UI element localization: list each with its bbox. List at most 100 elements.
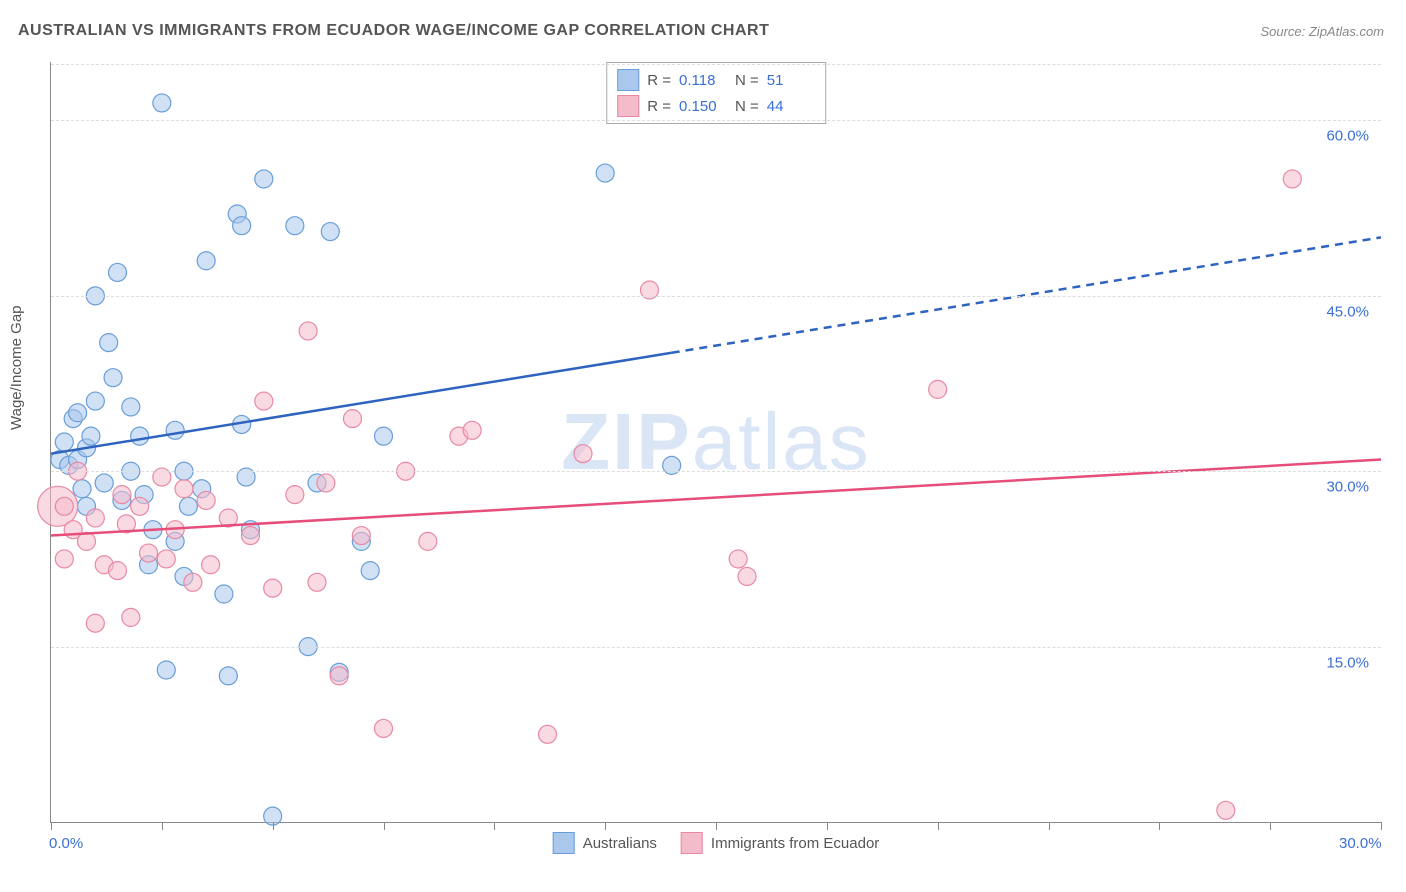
scatter-point	[157, 661, 175, 679]
scatter-point	[55, 433, 73, 451]
scatter-point	[69, 404, 87, 422]
stat-value-n: 51	[767, 72, 815, 89]
scatter-point	[157, 550, 175, 568]
x-tick	[1381, 822, 1382, 830]
scatter-point	[255, 392, 273, 410]
plot-area: ZIPatlas R =0.118N =51R =0.150N =44 Aust…	[50, 62, 1381, 823]
x-tick	[1270, 822, 1271, 830]
scatter-point	[1217, 801, 1235, 819]
legend-swatch	[553, 832, 575, 854]
gridline	[51, 64, 1381, 65]
x-tick-label: 30.0%	[1339, 835, 1382, 852]
scatter-point	[929, 380, 947, 398]
x-tick	[273, 822, 274, 830]
scatter-point	[330, 667, 348, 685]
x-tick-label: 0.0%	[49, 835, 83, 852]
chart-title: AUSTRALIAN VS IMMIGRANTS FROM ECUADOR WA…	[18, 22, 769, 40]
scatter-point	[352, 527, 370, 545]
scatter-point	[86, 392, 104, 410]
scatter-point	[419, 532, 437, 550]
legend-item: Immigrants from Ecuador	[681, 832, 879, 854]
stat-value-r: 0.150	[679, 98, 727, 115]
scatter-point	[82, 427, 100, 445]
scatter-point	[55, 550, 73, 568]
scatter-point	[100, 334, 118, 352]
scatter-point	[184, 573, 202, 591]
scatter-point	[308, 573, 326, 591]
x-tick	[162, 822, 163, 830]
scatter-point	[539, 725, 557, 743]
y-tick-label: 15.0%	[1326, 654, 1369, 671]
stat-value-r: 0.118	[679, 72, 727, 89]
y-tick-label: 45.0%	[1326, 303, 1369, 320]
scatter-point	[264, 579, 282, 597]
scatter-point	[86, 614, 104, 632]
scatter-point	[375, 719, 393, 737]
gridline	[51, 471, 1381, 472]
scatter-point	[729, 550, 747, 568]
x-tick	[384, 822, 385, 830]
scatter-point	[179, 497, 197, 515]
scatter-point	[202, 556, 220, 574]
scatter-point	[361, 562, 379, 580]
scatter-point	[140, 544, 158, 562]
legend-item: Australians	[553, 832, 657, 854]
scatter-point	[343, 410, 361, 428]
gridline	[51, 647, 1381, 648]
scatter-point	[463, 421, 481, 439]
y-tick-label: 30.0%	[1326, 479, 1369, 496]
trend-line	[51, 353, 672, 454]
scatter-point	[122, 398, 140, 416]
x-tick	[938, 822, 939, 830]
legend-swatch	[617, 69, 639, 91]
correlation-row: R =0.150N =44	[617, 93, 815, 119]
scatter-point	[242, 527, 260, 545]
scatter-point	[219, 667, 237, 685]
scatter-point	[738, 567, 756, 585]
scatter-point	[299, 322, 317, 340]
scatter-point	[286, 217, 304, 235]
scatter-point	[175, 480, 193, 498]
scatter-point	[113, 486, 131, 504]
x-tick	[716, 822, 717, 830]
source-credit: Source: ZipAtlas.com	[1260, 24, 1384, 39]
stat-value-n: 44	[767, 98, 815, 115]
scatter-point	[197, 491, 215, 509]
scatter-point	[86, 509, 104, 527]
legend-label: Australians	[583, 835, 657, 852]
scatter-point	[596, 164, 614, 182]
x-tick	[605, 822, 606, 830]
scatter-point	[95, 474, 113, 492]
scatter-point	[255, 170, 273, 188]
scatter-point	[317, 474, 335, 492]
scatter-point	[286, 486, 304, 504]
x-tick	[51, 822, 52, 830]
scatter-point	[104, 369, 122, 387]
correlation-legend: R =0.118N =51R =0.150N =44	[606, 62, 826, 124]
scatter-point	[1283, 170, 1301, 188]
gridline	[51, 296, 1381, 297]
stat-label-r: R =	[647, 98, 671, 115]
stat-label-n: N =	[735, 72, 759, 89]
scatter-point	[109, 263, 127, 281]
y-axis-label: Wage/Income Gap	[8, 305, 25, 430]
correlation-row: R = 0.118 N = 51	[617, 67, 815, 93]
x-tick	[1159, 822, 1160, 830]
scatter-point	[55, 497, 73, 515]
legend-swatch	[617, 95, 639, 117]
series-legend: Australians Immigrants from Ecuador	[553, 832, 880, 854]
scatter-point	[375, 427, 393, 445]
scatter-point	[122, 608, 140, 626]
x-tick	[1049, 822, 1050, 830]
scatter-point	[321, 223, 339, 241]
scatter-svg	[51, 62, 1381, 822]
x-tick	[494, 822, 495, 830]
scatter-point	[166, 421, 184, 439]
x-tick	[827, 822, 828, 830]
scatter-point	[153, 94, 171, 112]
scatter-point	[215, 585, 233, 603]
stat-label-r: R =	[647, 72, 671, 89]
scatter-point	[574, 445, 592, 463]
scatter-point	[233, 217, 251, 235]
legend-label: Immigrants from Ecuador	[711, 835, 879, 852]
